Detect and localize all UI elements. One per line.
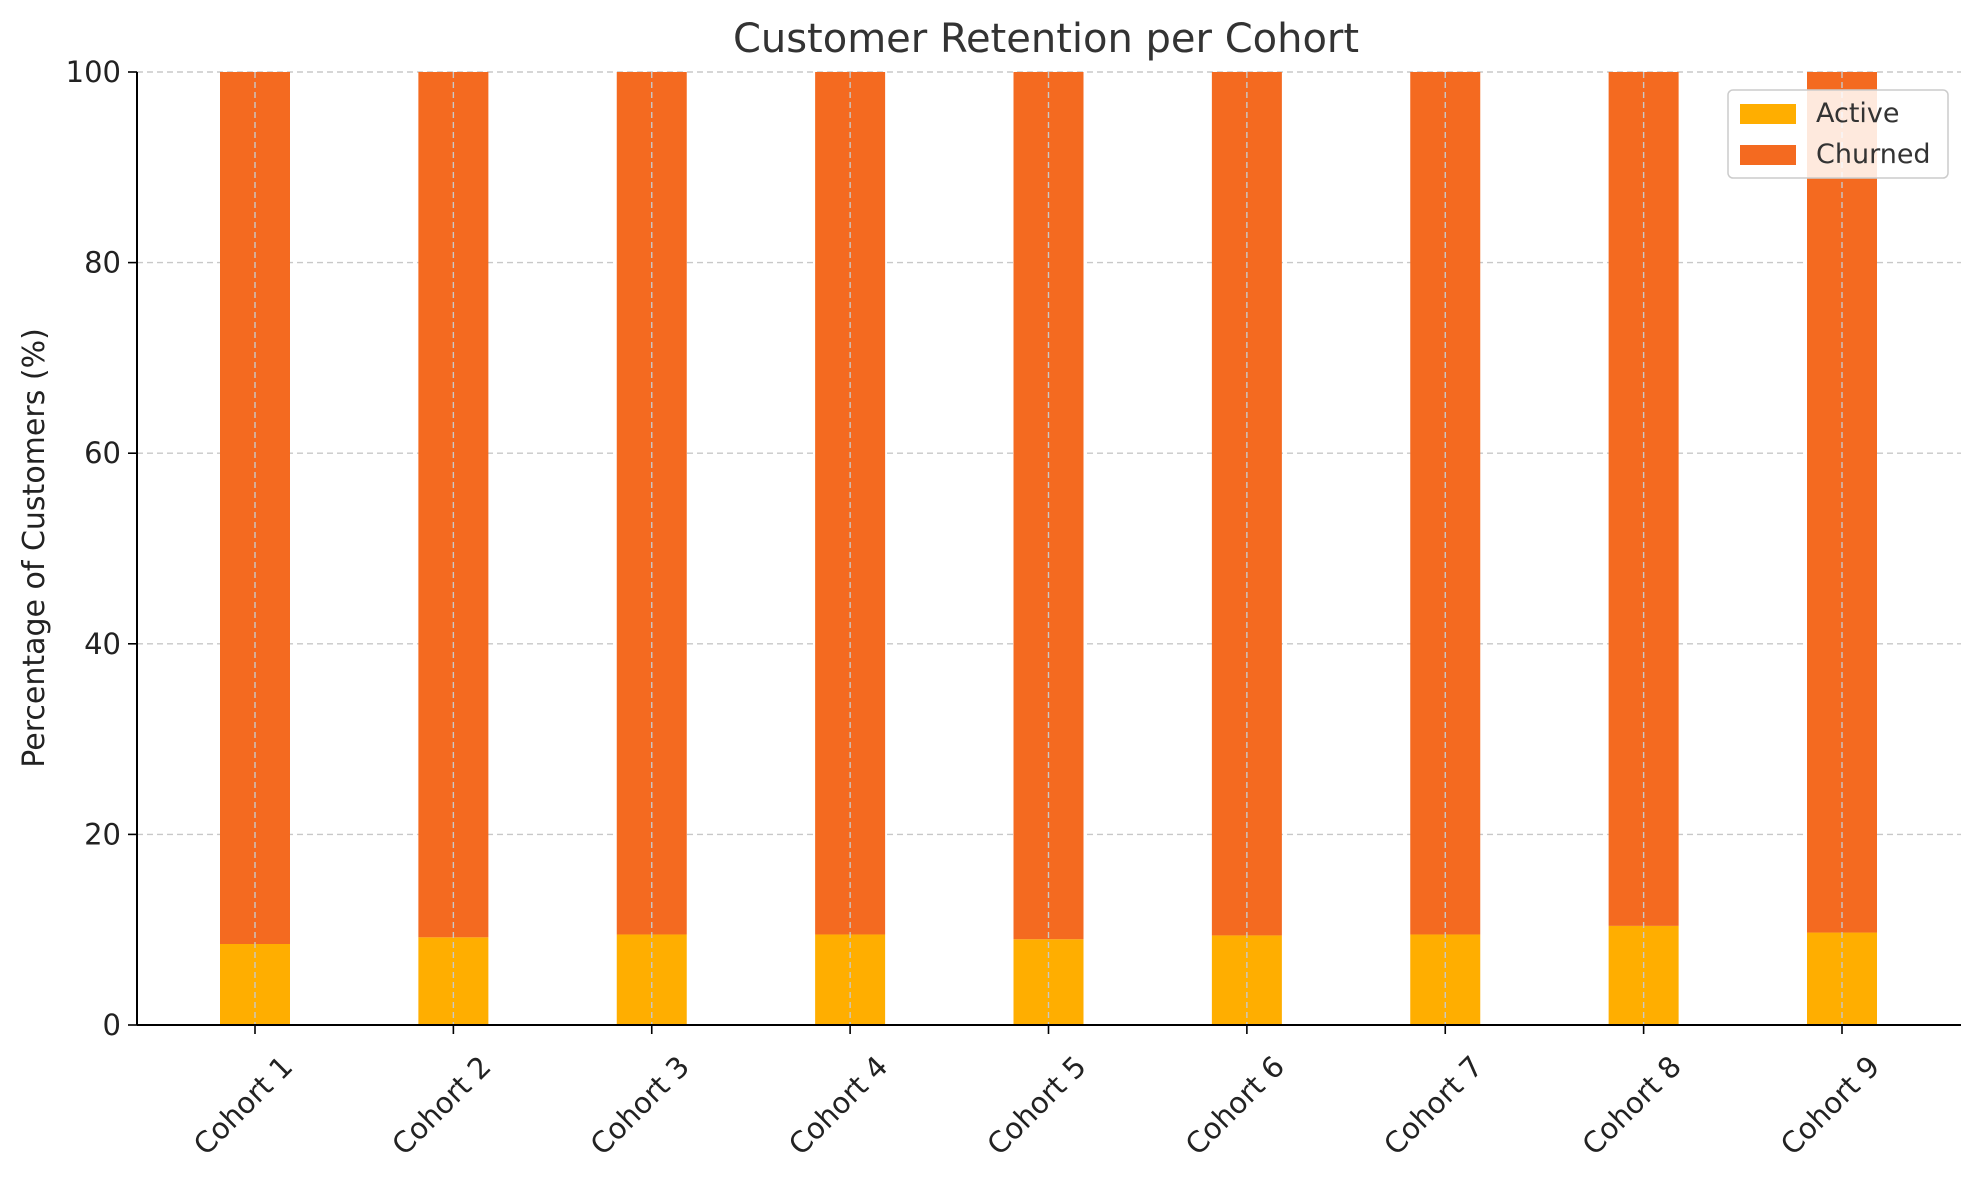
chart-title: Customer Retention per Cohort — [733, 16, 1359, 62]
x-tick-label-4: Cohort 4 — [782, 1049, 894, 1161]
y-tick-label-40: 40 — [84, 627, 121, 661]
y-axis-label: Percentage of Customers (%) — [17, 328, 52, 768]
legend-label-churned: Churned — [1816, 139, 1931, 170]
bar-active-6 — [1211, 935, 1282, 1025]
y-tick-label-80: 80 — [84, 246, 121, 280]
legend: Active Churned — [1727, 89, 1949, 179]
y-tick-label-0: 0 — [103, 1008, 121, 1042]
x-tick-label-3: Cohort 3 — [583, 1049, 695, 1161]
y-tick-label-60: 60 — [84, 436, 121, 470]
x-tick-label-5: Cohort 5 — [980, 1049, 1092, 1161]
x-tick-label-7: Cohort 7 — [1377, 1049, 1489, 1161]
bar-active-4 — [815, 934, 886, 1025]
legend-swatch-active — [1740, 104, 1796, 124]
legend-label-active: Active — [1816, 98, 1900, 129]
x-tick-label-6: Cohort 6 — [1179, 1049, 1291, 1161]
x-tick-label-9: Cohort 9 — [1774, 1049, 1886, 1161]
bar-active-3 — [616, 934, 687, 1025]
bars-layer — [220, 72, 1877, 1025]
bar-active-7 — [1410, 934, 1481, 1025]
x-tick-label-8: Cohort 8 — [1575, 1049, 1687, 1161]
x-tick-label-1: Cohort 1 — [187, 1049, 299, 1161]
y-tick-label-20: 20 — [84, 817, 121, 851]
y-tick-label-100: 100 — [66, 55, 121, 89]
x-tick-label-2: Cohort 2 — [385, 1049, 497, 1161]
legend-swatch-churned — [1740, 145, 1796, 165]
bar-active-2 — [418, 937, 489, 1025]
